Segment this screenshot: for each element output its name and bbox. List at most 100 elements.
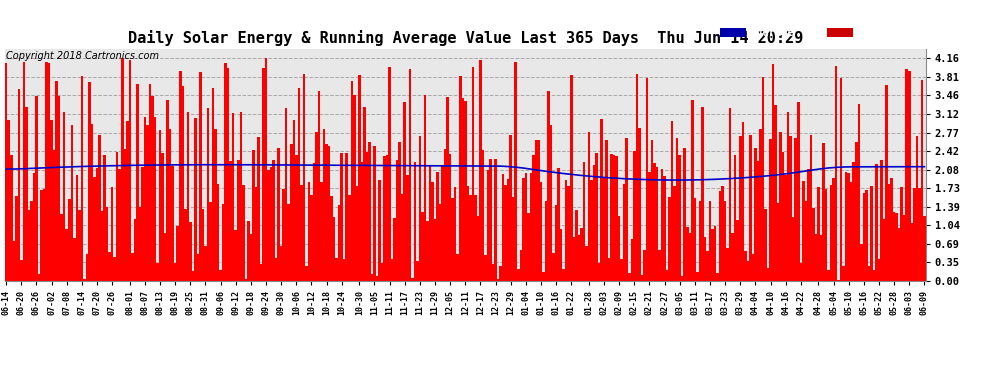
Bar <box>706 251 709 281</box>
Bar <box>212 88 214 281</box>
Bar <box>451 198 454 281</box>
Bar <box>280 246 282 281</box>
Bar <box>315 132 318 281</box>
Bar <box>895 213 898 281</box>
Bar <box>174 263 176 281</box>
Bar <box>535 141 538 281</box>
Bar <box>456 254 459 281</box>
Bar <box>181 86 184 281</box>
Bar <box>880 160 883 281</box>
Bar <box>906 69 908 281</box>
Bar <box>742 122 744 281</box>
Bar <box>510 135 512 281</box>
Bar <box>249 234 252 281</box>
Bar <box>25 107 28 281</box>
Bar <box>461 98 464 281</box>
Bar <box>618 216 621 281</box>
Bar <box>820 235 823 281</box>
Bar <box>454 188 456 281</box>
Bar <box>411 279 414 281</box>
Bar <box>192 271 194 281</box>
Bar <box>774 105 777 281</box>
Bar <box>439 204 442 281</box>
Bar <box>262 68 264 281</box>
Bar <box>282 189 285 281</box>
Bar <box>835 66 838 281</box>
Bar <box>787 112 789 281</box>
Bar <box>683 148 686 281</box>
Bar <box>517 268 520 281</box>
Bar <box>885 86 888 281</box>
Bar <box>580 228 582 281</box>
Bar <box>404 102 406 281</box>
Text: Copyright 2018 Cartronics.com: Copyright 2018 Cartronics.com <box>6 51 158 61</box>
Bar <box>199 72 202 281</box>
Bar <box>91 124 93 281</box>
Bar <box>101 211 103 281</box>
Bar <box>908 71 911 281</box>
Bar <box>43 189 46 281</box>
Bar <box>484 255 487 281</box>
Bar <box>668 197 671 281</box>
Bar <box>300 184 303 281</box>
Bar <box>800 263 802 281</box>
Bar <box>636 74 639 281</box>
Bar <box>464 101 466 281</box>
Bar <box>789 136 792 281</box>
Bar <box>833 178 835 281</box>
Bar <box>186 112 189 281</box>
Bar <box>603 178 605 281</box>
Bar <box>673 186 676 281</box>
Bar <box>562 268 565 281</box>
Bar <box>287 204 290 281</box>
Bar <box>419 136 421 281</box>
Bar <box>119 169 121 281</box>
Bar <box>605 140 608 281</box>
Bar <box>305 266 308 281</box>
Bar <box>666 270 668 281</box>
Bar <box>650 140 653 281</box>
Bar <box>623 184 626 281</box>
Bar <box>108 252 111 281</box>
Bar <box>913 188 916 281</box>
Bar <box>810 135 812 281</box>
Bar <box>530 173 533 281</box>
Bar <box>58 96 60 281</box>
Bar <box>153 117 156 281</box>
Bar <box>616 156 618 281</box>
Bar <box>437 172 439 281</box>
Bar <box>75 175 78 281</box>
Bar <box>52 150 55 281</box>
Bar <box>73 237 75 281</box>
Bar <box>341 153 343 281</box>
Bar <box>875 164 878 281</box>
Bar <box>817 187 820 281</box>
Bar <box>807 169 810 281</box>
Bar <box>116 152 119 281</box>
Bar <box>336 258 338 281</box>
Bar <box>751 254 754 281</box>
Bar <box>717 273 719 281</box>
Bar <box>5 63 8 281</box>
Bar <box>401 194 404 281</box>
Bar <box>828 270 830 281</box>
Bar <box>701 107 704 281</box>
Bar <box>254 187 257 281</box>
Bar <box>784 175 787 281</box>
Bar <box>645 78 648 281</box>
Bar <box>844 171 847 281</box>
Bar <box>660 169 663 281</box>
Bar <box>33 173 36 281</box>
Bar <box>847 174 850 281</box>
Bar <box>855 142 857 281</box>
Bar <box>396 160 398 281</box>
Bar <box>416 261 419 281</box>
Bar <box>148 84 151 281</box>
Title: Daily Solar Energy & Running Average Value Last 365 Days  Thu Jun 14 20:29: Daily Solar Energy & Running Average Val… <box>128 30 803 46</box>
Bar <box>391 259 393 281</box>
Bar <box>860 244 862 281</box>
Bar <box>421 212 424 281</box>
Bar <box>36 96 38 281</box>
Bar <box>207 108 209 281</box>
Bar <box>381 262 383 281</box>
